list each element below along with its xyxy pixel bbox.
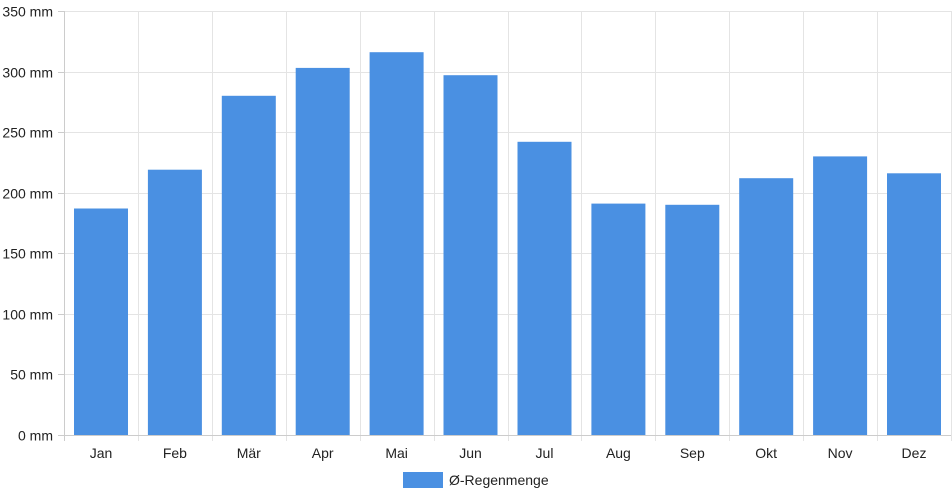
x-tick-label: Apr — [312, 445, 334, 461]
x-tick-label: Dez — [902, 445, 927, 461]
y-tick-label: 300 mm — [2, 65, 53, 81]
bar-jun — [443, 75, 498, 435]
legend-label: Ø-Regenmenge — [449, 472, 549, 488]
bar-jan — [74, 208, 128, 435]
bars — [74, 52, 941, 436]
bar-apr — [295, 67, 350, 436]
bar-aug — [591, 203, 646, 435]
x-tick-labels: Jan Feb Mär Apr Mai Jun Jul Aug Sep Okt Nov Dez — [90, 445, 927, 461]
bar-jul — [517, 141, 572, 436]
x-tick-label: Nov — [828, 445, 853, 461]
gridlines — [64, 11, 952, 441]
y-tick-label: 350 mm — [2, 4, 53, 20]
y-tick-labels: 0 mm 50 mm 100 mm 150 mm 200 mm 250 mm 300 mm 3… — [2, 4, 53, 444]
bar-okt — [739, 178, 794, 435]
bar-sep — [665, 204, 720, 435]
y-tick-label: 150 mm — [2, 246, 53, 262]
x-tick-label: Jan — [90, 445, 113, 461]
x-tick-label: Sep — [680, 445, 705, 461]
bar-mai — [369, 52, 424, 435]
bar-mär — [221, 95, 276, 436]
y-tick-label: 100 mm — [2, 307, 53, 323]
x-tick-label: Jun — [459, 445, 482, 461]
axes — [58, 11, 951, 441]
bar-feb — [147, 169, 202, 435]
x-tick-label: Feb — [163, 445, 187, 461]
x-tick-label: Okt — [755, 445, 777, 461]
y-tick-label: 0 mm — [18, 428, 53, 444]
y-tick-label: 50 mm — [10, 367, 53, 383]
x-tick-label: Aug — [606, 445, 631, 461]
legend: Ø-Regenmenge — [403, 472, 549, 488]
y-tick-label: 250 mm — [2, 125, 53, 141]
bar-nov — [813, 156, 868, 435]
legend-swatch — [403, 472, 443, 488]
bar-dez — [887, 173, 941, 436]
x-tick-label: Mai — [385, 445, 408, 461]
y-tick-label: 200 mm — [2, 186, 53, 202]
x-tick-label: Jul — [536, 445, 554, 461]
x-tick-label: Mär — [237, 445, 261, 461]
